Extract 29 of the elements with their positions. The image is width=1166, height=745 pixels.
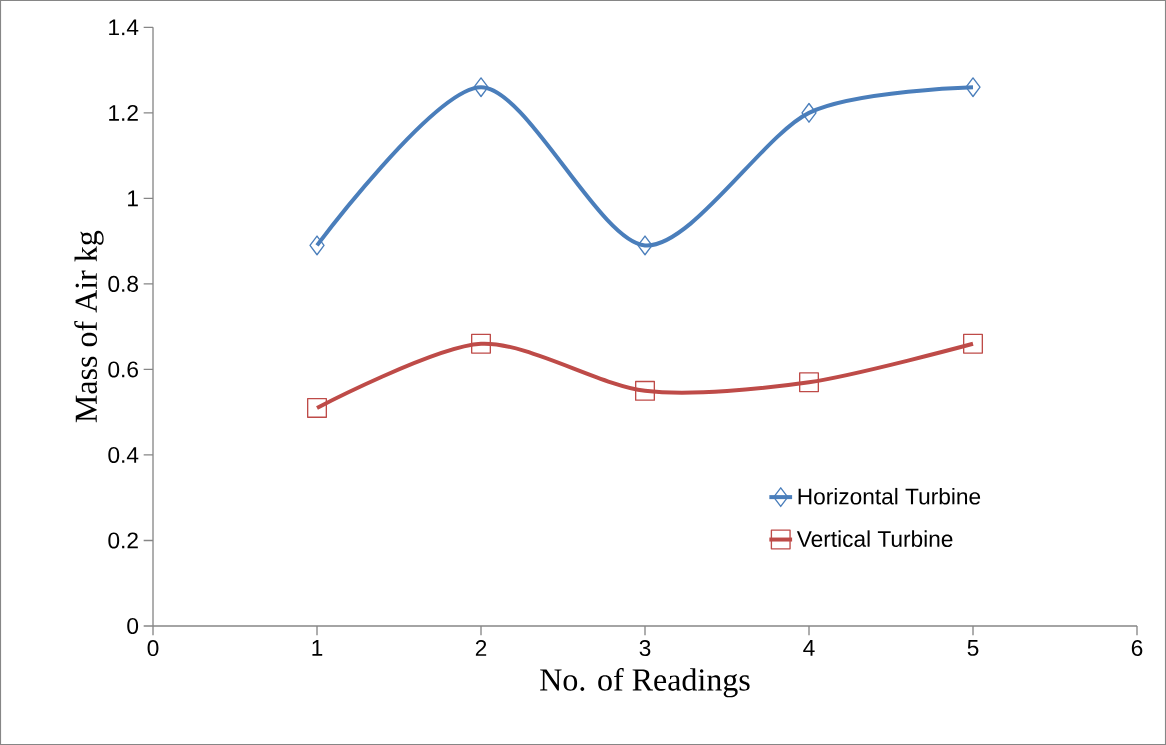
y-tick-label: 1.2 [109, 104, 138, 121]
y-tick-label: 0 [127, 617, 139, 635]
point [309, 235, 325, 256]
y-tick-label: 0.2 [108, 532, 138, 549]
x-tick-label: 6 [1131, 640, 1143, 657]
y-tick-label: 1 [128, 190, 138, 207]
point [799, 372, 820, 393]
y-tick-label: 1.4 [109, 19, 139, 36]
y-tick-label: 0.8 [108, 275, 138, 292]
y-axis-title: Mass of Air kg [74, 230, 104, 423]
x-axis-title: No. of Readings [540, 667, 750, 698]
x-tick-label: 0 [147, 640, 159, 657]
y-tick-label: 0.6 [108, 361, 138, 378]
x-tick-label: 5 [967, 640, 979, 656]
legend-label: Horizontal Turbine [798, 487, 981, 505]
point [307, 397, 328, 418]
x-tick-label: 2 [475, 640, 487, 656]
x-tick-label: 1 [312, 640, 323, 656]
x-tick-label: 3 [639, 640, 651, 657]
point [471, 333, 492, 354]
legend-label: Vertical Turbine [796, 530, 953, 547]
y-tick-label: 0.4 [108, 446, 139, 463]
point [637, 235, 653, 256]
point [963, 333, 984, 354]
point [635, 380, 656, 401]
x-tick-label: 4 [803, 640, 815, 656]
point [801, 102, 817, 123]
point [473, 77, 489, 98]
point [965, 77, 981, 98]
